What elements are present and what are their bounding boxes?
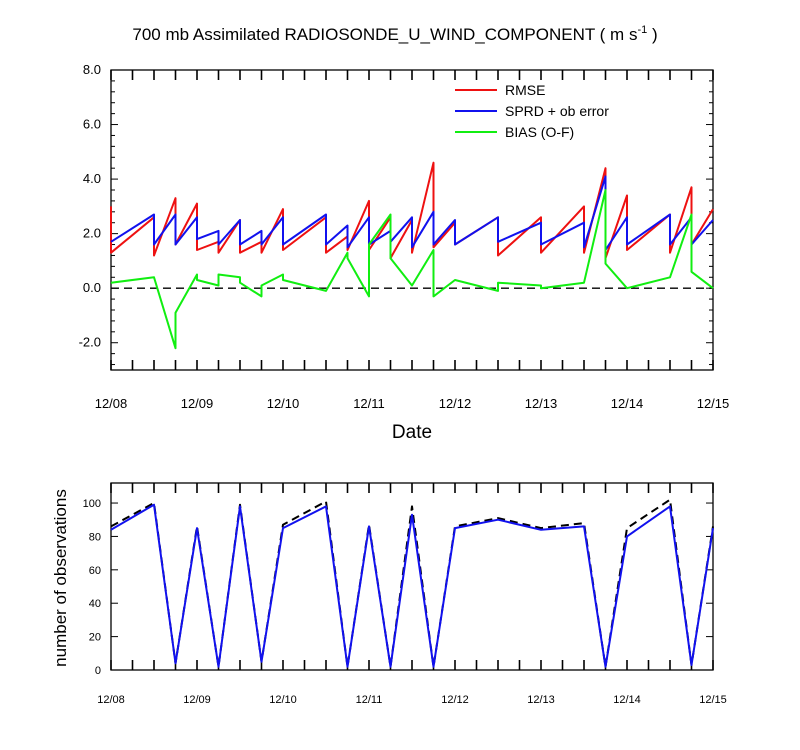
x-tick-label: 12/11 xyxy=(353,396,385,411)
series-line-possible xyxy=(110,498,714,668)
y-tick-label: 4.0 xyxy=(83,171,101,186)
y-tick-label: 2.0 xyxy=(83,226,101,241)
legend-label: BIAS (O-F) xyxy=(505,124,574,140)
x-tick-label: 12/09 xyxy=(183,694,211,706)
chart-title: 700 mb Assimilated RADIOSONDE_U_WIND_COM… xyxy=(132,24,657,44)
x-tick-label: 12/14 xyxy=(611,396,644,411)
legend-label: SPRD + ob error xyxy=(505,103,609,119)
y-tick-label: 6.0 xyxy=(83,117,101,132)
x-tick-label: 12/09 xyxy=(181,396,214,411)
x-tick-label: 12/12 xyxy=(439,396,472,411)
title-superscript: -1 xyxy=(637,24,647,36)
y-tick-label: 60 xyxy=(89,565,101,577)
y-tick-label: 100 xyxy=(83,498,101,510)
x-axis-label: Date xyxy=(392,422,432,443)
x-tick-label: 12/15 xyxy=(699,694,727,706)
x-tick-label: 12/10 xyxy=(267,396,300,411)
y-tick-label: 20 xyxy=(89,632,101,644)
x-tick-label: 12/13 xyxy=(525,396,558,411)
plot-frame xyxy=(110,482,714,671)
x-tick-label: 12/11 xyxy=(356,694,383,706)
y-tick-label: 8.0 xyxy=(83,62,101,77)
x-tick-label: 12/14 xyxy=(613,694,641,706)
series-line-sprd-ob-error xyxy=(110,175,714,251)
series-line-bias-o-f xyxy=(110,189,714,350)
x-tick-label: 12/13 xyxy=(527,694,555,706)
y-tick-label: 40 xyxy=(89,598,101,610)
x-tick-label: 12/15 xyxy=(697,396,730,411)
y-tick-label: -2.0 xyxy=(79,335,101,350)
x-tick-label: 12/08 xyxy=(97,694,125,706)
series-line-used xyxy=(110,503,714,668)
bottom-chart-panel: 0 20 40 60 80 100 12/08 12/09 12/10 12/11 12/12 12/… xyxy=(83,482,727,706)
y-tick-label: 0 xyxy=(95,665,101,677)
y-tick-label: 80 xyxy=(89,531,101,543)
y-axis-label-bottom: number of observations xyxy=(51,489,70,667)
x-tick-label: 12/08 xyxy=(95,396,128,411)
legend-label: RMSE xyxy=(505,82,545,98)
top-chart-panel: -2.0 0.0 2.0 4.0 6.0 8.0 12/08 12/09 12/10 12/11 1… xyxy=(79,62,730,411)
y-tick-label: 0.0 xyxy=(83,280,101,295)
x-tick-label: 12/10 xyxy=(269,694,297,706)
x-tick-label: 12/12 xyxy=(441,694,469,706)
title-suffix: ) xyxy=(647,25,657,44)
